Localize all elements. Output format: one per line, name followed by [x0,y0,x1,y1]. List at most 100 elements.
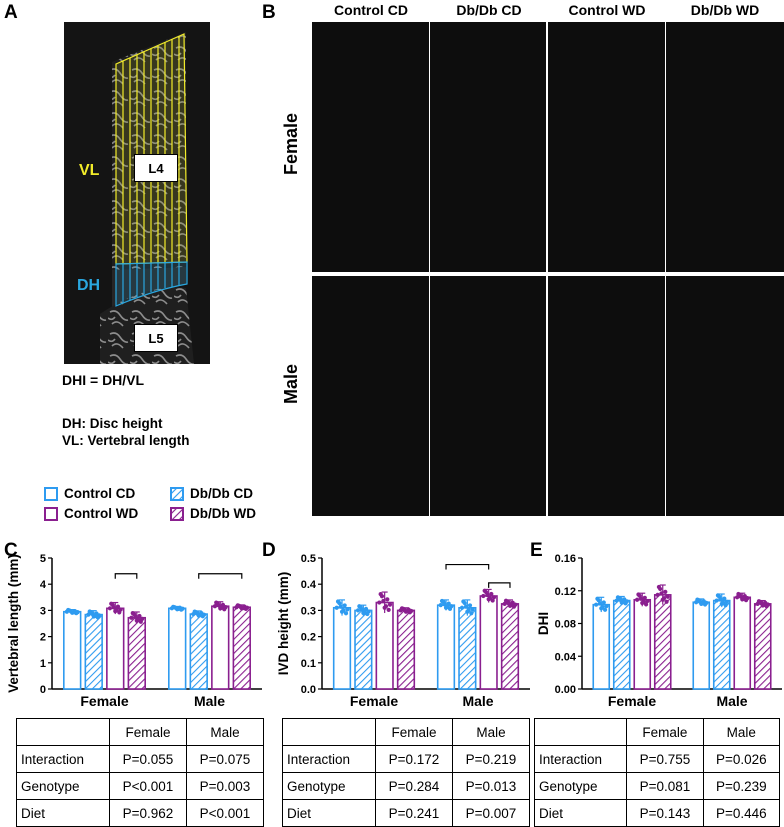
row-label-male: Male [281,363,301,405]
panel-letter-e: E [530,540,543,561]
chart-dhi: DHI 0.00 0.04 0.08 0.12 0.16 Female Male [536,553,782,709]
bar [375,601,394,690]
bar [612,599,631,690]
data-point [659,591,664,596]
data-point [459,605,465,610]
dh-region [115,261,188,307]
data-point [385,597,390,602]
table-row: Interaction P=0.172 P=0.219 [282,745,531,773]
data-point [595,596,600,601]
data-point [597,601,603,606]
legend-control-cd: Control CD [44,486,135,501]
table-cell: Genotype [16,772,110,800]
table-cell: P=0.284 [374,772,453,800]
data-point [470,607,475,612]
bar [753,603,772,690]
data-point [736,591,741,597]
data-point [604,604,609,609]
table-cell: P=0.075 [185,745,265,773]
data-point [503,598,509,603]
y-tick-label: 2 [40,632,46,644]
data-point [656,584,662,590]
data-point [594,602,599,607]
data-point [137,613,142,619]
data-point [700,601,705,606]
data-point [487,596,493,601]
data-point [71,610,76,615]
table-header-row: Female Male [282,718,531,746]
table-cell: P=0.081 [626,772,704,800]
table-cell: Female [626,718,704,746]
table-cell: P=0.755 [626,745,704,773]
ct-grid-male [312,276,784,516]
data-point [665,594,670,599]
data-point [663,589,668,594]
bar [168,607,187,690]
data-point [387,602,393,607]
data-point [362,610,367,615]
chart-vertebral-length: Vertebral length (mm) 0 1 2 3 4 5 Female Male [6,553,262,709]
data-point [386,607,391,612]
table-row: Diet P=0.241 P=0.007 [282,799,531,827]
data-point [445,604,450,610]
significance-bracket [198,573,243,579]
data-point [641,599,646,605]
table-cell: Diet [282,799,376,827]
table-row: Genotype P=0.081 P=0.239 [533,772,781,800]
y-tick-label: 0.04 [555,651,577,663]
data-point [343,611,349,616]
table-row: Diet P=0.962 P<0.001 [16,799,265,827]
y-tick-label: 0.08 [555,619,576,631]
data-point [439,598,445,604]
y-axis-label: Vertebral length (mm) [6,554,21,693]
legend-swatch-control-wd [44,506,58,521]
bar [127,616,146,690]
bar [633,598,652,690]
table-cell: P=0.003 [185,772,265,800]
data-point [109,601,114,606]
group-label: Male [716,693,747,709]
dh-label: DH [77,277,101,294]
y-tick-label: 0.4 [301,579,317,591]
bar [712,599,731,690]
group-label: Female [80,693,128,709]
bar [354,609,373,690]
data-point [377,600,382,605]
bar [653,594,672,690]
legend-dbdb-wd: Db/Db WD [170,506,256,521]
table-cell [533,718,628,746]
bar [733,596,752,690]
table-cell: P=0.026 [702,745,781,773]
table-cell: Interaction [533,745,628,773]
data-point [442,602,447,607]
ct-image-female-dbdb-wd [666,22,784,272]
table-cell: P=0.446 [702,799,781,827]
panel-letter-c: C [4,540,18,561]
data-point [481,593,486,599]
table-cell [16,718,110,746]
data-point [378,592,383,597]
data-point [345,607,350,612]
data-point [620,599,626,605]
table-cell: Genotype [533,772,628,800]
table-cell: P<0.001 [108,772,187,800]
bar [332,606,352,690]
data-point [482,588,487,593]
group-label: Female [350,693,398,709]
ct-image-male-control-cd [312,276,429,516]
data-point [107,606,112,611]
legend-control-wd: Control WD [44,506,138,521]
table-row: Genotype P=0.284 P=0.013 [282,772,531,800]
data-point [661,596,667,601]
y-axis-label: DHI [536,612,551,635]
data-point [438,603,443,608]
table-cell: P=0.013 [451,772,531,800]
data-point [383,604,389,609]
table-cell: Female [374,718,453,746]
table-cell: Male [702,718,781,746]
data-point [664,599,669,604]
data-point [469,611,474,616]
ct-image-female-control-cd [312,22,429,272]
data-point [491,595,497,600]
significance-bracket [114,573,138,579]
